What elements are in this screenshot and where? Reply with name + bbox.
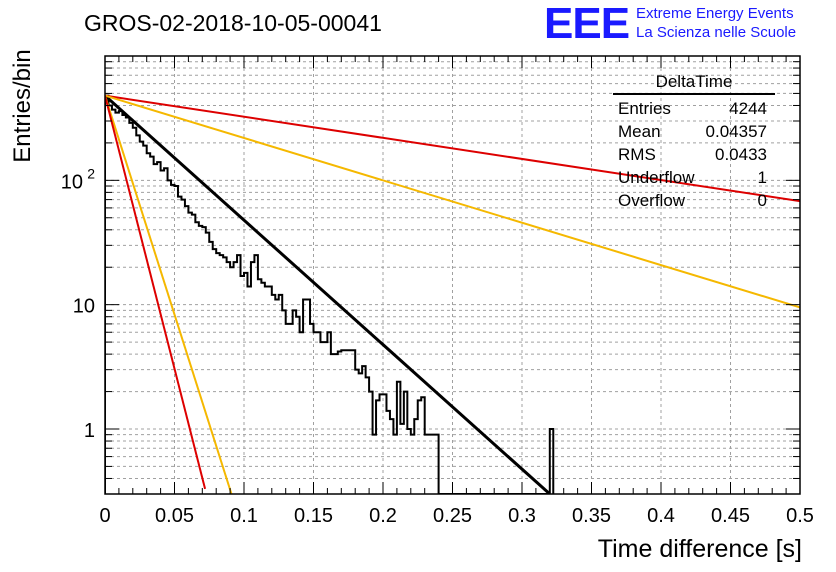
y-tick-label: 1 xyxy=(84,420,95,442)
x-tick-label: 0.3 xyxy=(508,505,536,527)
stats-label: RMS xyxy=(618,145,656,164)
stats-value: 0 xyxy=(757,191,767,210)
stats-row-rms: RMS 0.0433 xyxy=(610,143,775,166)
histogram-bin xyxy=(548,427,555,494)
curve-yellow-slow xyxy=(105,94,800,309)
stats-row-entries: Entries 4244 xyxy=(610,97,775,120)
histogram-outline xyxy=(105,94,550,494)
stats-label: Overflow xyxy=(618,191,686,210)
stats-row-underflow: Underflow 1 xyxy=(610,166,775,189)
y-tick-label: 10 xyxy=(73,296,95,318)
x-tick-label: 0 xyxy=(99,505,110,527)
curve-yellow-fast xyxy=(105,95,233,494)
x-tick-label: 0.4 xyxy=(647,505,675,527)
stats-row-overflow: Overflow 0 xyxy=(610,189,775,212)
x-tick-label: 0.15 xyxy=(294,505,333,527)
x-tick-label: 0.5 xyxy=(786,505,814,527)
stats-value: 4244 xyxy=(729,99,767,118)
axis-ticks: 0 0.05 0.1 0.15 0.2 0.25 0.3 0.35 0.4 0.45 0.51101… xyxy=(61,56,814,527)
x-tick-label: 0.05 xyxy=(155,505,194,527)
x-tick-label: 0.2 xyxy=(369,505,397,527)
y-tick-label: 10 xyxy=(61,171,83,193)
histogram-series xyxy=(105,94,555,494)
curve-red-fast xyxy=(105,95,207,490)
logo-subtitle-line1: Extreme Energy Events xyxy=(636,5,794,22)
y-tick-exponent: 2 xyxy=(87,165,95,181)
x-axis-label: Time difference [s] xyxy=(597,535,802,563)
stats-box: DeltaTime Entries 4244 Mean 0.04357 RMS … xyxy=(610,70,775,212)
curve-red-slow xyxy=(105,94,800,203)
x-tick-label: 0.45 xyxy=(711,505,750,527)
x-tick-label: 0.1 xyxy=(230,505,258,527)
stats-label: Mean xyxy=(618,122,661,141)
logo-subtitle: Extreme Energy Events La Scienza nelle S… xyxy=(636,4,796,42)
plot-title: GROS-02-2018-10-05-00041 xyxy=(84,10,382,36)
x-tick-label: 0.35 xyxy=(572,505,611,527)
logo-subtitle-line2: La Scienza nelle Scuole xyxy=(636,24,797,41)
stats-label: Entries xyxy=(618,99,671,118)
stats-label: Underflow xyxy=(618,168,695,187)
stats-value: 0.0433 xyxy=(715,145,767,164)
stats-value: 1 xyxy=(757,168,767,187)
eee-logo: EEE xyxy=(544,0,630,48)
x-tick-label: 0.25 xyxy=(433,505,472,527)
curve-fit xyxy=(105,94,551,494)
stats-value: 0.04357 xyxy=(705,122,767,141)
y-axis-label: Entries/bin xyxy=(9,49,36,163)
stats-title: DeltaTime xyxy=(613,70,775,95)
fit-curves xyxy=(105,94,800,494)
stats-row-mean: Mean 0.04357 xyxy=(610,120,775,143)
